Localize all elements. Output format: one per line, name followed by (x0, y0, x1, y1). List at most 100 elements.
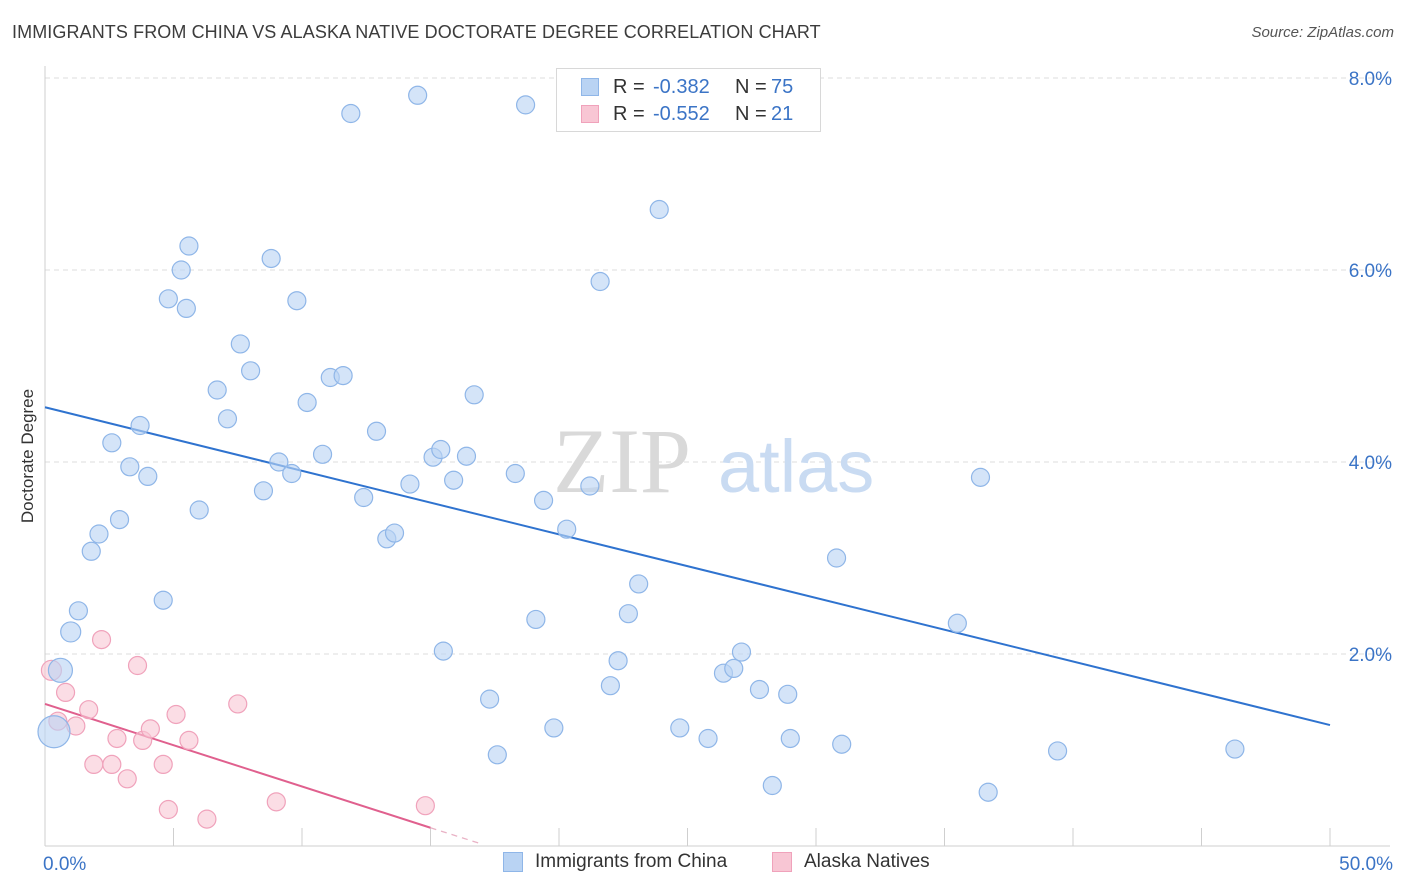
china-point (515, 95, 536, 115)
china-point (261, 248, 281, 269)
china-point (433, 641, 453, 661)
china-point (698, 728, 718, 749)
source-label: Source: ZipAtlas.com (1251, 24, 1394, 41)
china-point (230, 334, 250, 354)
alaska-point (79, 700, 99, 720)
alaska-point (179, 730, 199, 751)
china-point (354, 487, 374, 508)
alaska-trend-line (430, 827, 483, 845)
china-point (176, 298, 196, 318)
tick-labels: 2.0% 4.0% 6.0% 8.0% 0.0% 50.0% (43, 69, 1393, 875)
watermark-zip: ZIP (553, 410, 691, 512)
china-point (480, 689, 500, 709)
china-point (778, 684, 798, 704)
legend-row-china: R = -0.382 N = 75 (581, 73, 793, 101)
alaska-point (84, 754, 104, 775)
legend-n-label: N = (735, 102, 767, 125)
china-point (749, 679, 770, 700)
china-point (68, 601, 89, 621)
x-tick-label: 0.0% (43, 854, 86, 875)
china-point (505, 463, 525, 484)
china-point (130, 415, 150, 436)
china-point (282, 463, 302, 484)
legend-n-value: 21 (771, 102, 794, 125)
alaska-point (153, 754, 173, 775)
china-point (557, 519, 577, 539)
alaska-point (158, 799, 178, 820)
legend-row-alaska: R = -0.552 N = 21 (581, 100, 793, 128)
china-point (1047, 741, 1068, 761)
china-point (179, 236, 199, 256)
china-trend-line (44, 406, 1331, 727)
china-point (762, 775, 782, 796)
china-point (241, 361, 261, 381)
china-point (333, 366, 353, 386)
alaska-point (415, 796, 435, 816)
alaska-swatch (581, 105, 599, 123)
china-point (456, 446, 477, 466)
china-point (60, 621, 82, 643)
y-tick-label: 4.0% (1349, 453, 1392, 474)
legend-r-label: R = (613, 102, 645, 125)
china-point (269, 452, 289, 472)
china-point (526, 609, 546, 630)
y-tick-label: 6.0% (1349, 261, 1392, 282)
legend-r-label: R = (613, 75, 645, 98)
china-point (312, 444, 333, 464)
china-point (189, 500, 209, 520)
china-point (947, 613, 967, 633)
trend-lines (44, 406, 1331, 845)
china-point (153, 590, 173, 610)
china-point (608, 651, 628, 671)
alaska-point (266, 792, 286, 812)
correlation-legend: R = -0.382 N = 75 R = -0.552 N = 21 (556, 68, 821, 132)
alaska-point (228, 694, 248, 714)
china-point (408, 85, 428, 105)
china-point (649, 199, 669, 220)
china-point (109, 509, 130, 530)
china-point (1225, 739, 1245, 759)
china-point (533, 490, 554, 510)
legend-n-value: 75 (771, 75, 794, 98)
watermark: ZIP atlas (553, 410, 874, 512)
china-points (37, 76, 1245, 802)
china-point (171, 260, 191, 280)
alaska-point (127, 655, 148, 676)
china-point (487, 745, 507, 765)
china-point (780, 728, 800, 749)
china-point (47, 657, 74, 683)
china-point (431, 439, 451, 460)
china-point (89, 524, 109, 544)
china-point (590, 271, 610, 292)
alaska-legend-label: Alaska Natives (804, 851, 930, 872)
legend-item-alaska: Alaska Natives (772, 851, 930, 873)
axes (44, 66, 1390, 847)
china-point (670, 718, 690, 738)
y-tick-label: 8.0% (1349, 69, 1392, 90)
china-point (629, 574, 649, 594)
china-point (102, 433, 122, 453)
legend-n-label: N = (735, 75, 767, 98)
china-point (217, 409, 238, 429)
china-point (970, 467, 991, 487)
china-point (580, 476, 600, 496)
china-point (724, 658, 744, 679)
china-point (253, 481, 274, 501)
alaska-point (166, 704, 186, 725)
x-tick-label: 50.0% (1339, 854, 1393, 875)
china-point (158, 289, 178, 309)
alaska-legend-swatch (772, 852, 792, 872)
china-point (37, 715, 71, 749)
legend-r-value: -0.382 (653, 75, 710, 98)
alaska-point (117, 769, 137, 789)
legend-r-value: -0.552 (653, 102, 710, 125)
china-point (81, 541, 101, 561)
china-legend-label: Immigrants from China (535, 851, 728, 872)
china-point (978, 782, 998, 802)
alaska-point (107, 728, 127, 749)
alaska-trend-line (44, 702, 431, 829)
china-point (207, 380, 227, 400)
china-point (600, 676, 621, 696)
alaska-point (197, 809, 217, 829)
